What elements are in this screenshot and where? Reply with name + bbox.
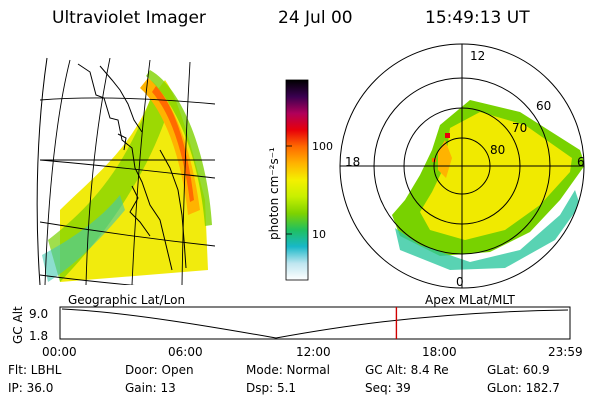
time-label: 15:49:13 UT bbox=[425, 8, 530, 28]
mlat-label-70: 70 bbox=[512, 121, 527, 135]
geo-panel-border bbox=[36, 57, 215, 286]
altitude-plot-frame bbox=[59, 306, 571, 340]
gain-status: Gain: 13 bbox=[125, 381, 176, 395]
altitude-ytick-9: 9.0 bbox=[29, 307, 48, 321]
glon-status: GLon: 182.7 bbox=[487, 381, 560, 395]
geo-coastlines bbox=[77, 63, 187, 271]
altitude-xtick-0000: 00:00 bbox=[42, 345, 77, 359]
mlat-label-60: 60 bbox=[536, 99, 551, 113]
gc-alt-status: GC Alt: 8.4 Re bbox=[365, 363, 449, 377]
polar-aurora-hotspot-2 bbox=[432, 158, 436, 162]
altitude-plot: GC Alt 9.0 1.8 00:00 06:00 12:00 18:00 2… bbox=[11, 306, 583, 359]
altitude-xtick-1800: 18:00 bbox=[422, 345, 457, 359]
polar-panel bbox=[339, 43, 585, 289]
polar-aurora-yellow bbox=[420, 112, 572, 240]
altitude-xtick-0600: 06:00 bbox=[168, 345, 203, 359]
geo-panel-label: Geographic Lat/Lon bbox=[68, 293, 185, 307]
door-status: Door: Open bbox=[125, 363, 194, 377]
mlt-label-0: 0 bbox=[456, 275, 464, 289]
polar-aurora-hotspot bbox=[445, 133, 450, 138]
ip-status: IP: 36.0 bbox=[8, 381, 54, 395]
colorbar-unit-label: photon cm⁻²s⁻¹ bbox=[267, 147, 281, 240]
colorbar-tick-label-10: 10 bbox=[312, 228, 326, 241]
geo-aurora-outer bbox=[146, 70, 212, 226]
altitude-ylabel: GC Alt bbox=[11, 306, 25, 344]
polar-aurora-bright bbox=[438, 140, 452, 178]
mlt-label-18: 18 bbox=[345, 155, 360, 169]
glat-status: GLat: 60.9 bbox=[487, 363, 550, 377]
colorbar: 100 10 photon cm⁻²s⁻¹ bbox=[267, 79, 333, 281]
polar-grid bbox=[339, 43, 585, 289]
colorbar-scale bbox=[285, 79, 309, 281]
seq-status: Seq: 39 bbox=[365, 381, 411, 395]
mlt-label-6: 6 bbox=[577, 155, 585, 169]
dsp-status: Dsp: 5.1 bbox=[246, 381, 297, 395]
geo-grid bbox=[40, 58, 215, 285]
geo-aurora-band-core bbox=[152, 86, 194, 202]
polar-panel-label: Apex MLat/MLT bbox=[425, 293, 515, 307]
mode-status: Mode: Normal bbox=[246, 363, 330, 377]
mlat-label-80: 80 bbox=[490, 143, 505, 157]
altitude-ytick-1.8: 1.8 bbox=[29, 329, 48, 343]
geographic-panel bbox=[40, 58, 215, 285]
altitude-xtick-1200: 12:00 bbox=[296, 345, 331, 359]
date-label: 24 Jul 00 bbox=[278, 8, 353, 28]
geo-aurora-edge-cyan bbox=[42, 195, 125, 282]
altitude-xtick-2359: 23:59 bbox=[548, 345, 583, 359]
filter-status: Flt: LBHL bbox=[8, 363, 62, 377]
polar-aurora-cyan bbox=[395, 190, 580, 270]
colorbar-tick-label-100: 100 bbox=[312, 140, 333, 153]
altitude-orbit-curve bbox=[61, 308, 569, 339]
mlt-label-12: 12 bbox=[470, 49, 485, 63]
instrument-title: Ultraviolet Imager bbox=[52, 8, 206, 28]
